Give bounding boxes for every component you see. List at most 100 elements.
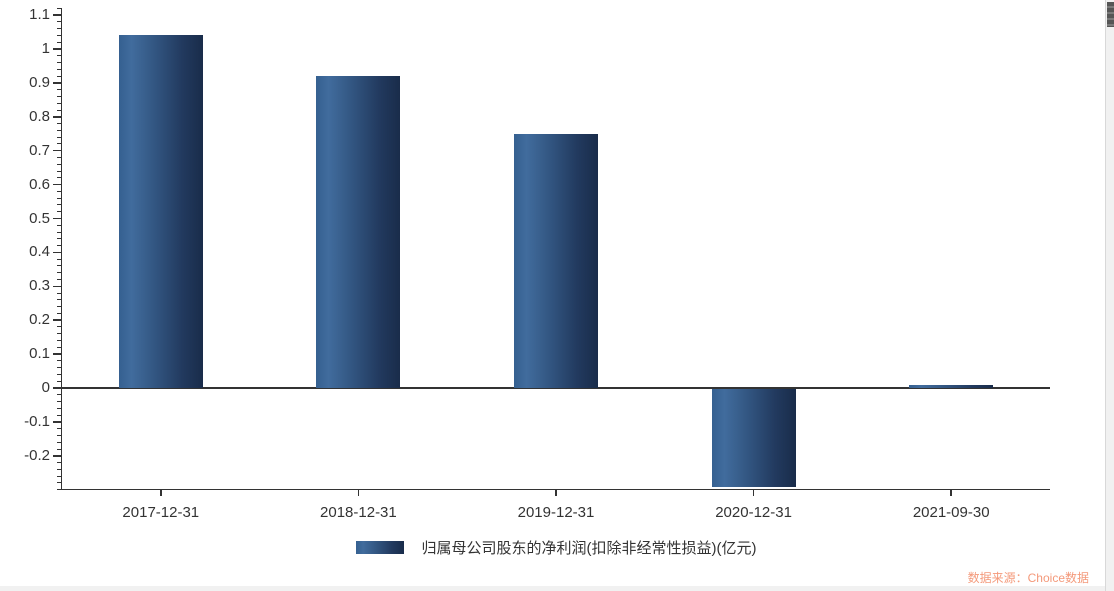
y-minor-tick bbox=[57, 299, 62, 301]
y-major-tick bbox=[53, 48, 62, 50]
y-minor-tick bbox=[57, 170, 62, 172]
y-major-tick bbox=[53, 217, 62, 220]
y-minor-tick bbox=[57, 279, 62, 281]
y-tick-label: 1.1 bbox=[29, 6, 50, 24]
x-axis-line bbox=[62, 488, 1050, 490]
y-minor-tick bbox=[57, 482, 62, 484]
y-minor-tick bbox=[57, 468, 62, 470]
y-minor-tick bbox=[57, 224, 62, 226]
bottom-edge-strip bbox=[0, 586, 1105, 591]
y-minor-tick bbox=[57, 89, 62, 91]
y-minor-tick bbox=[57, 123, 62, 125]
y-minor-tick bbox=[57, 75, 62, 77]
y-major-tick bbox=[53, 387, 62, 389]
x-tick-label: 2021-09-30 bbox=[912, 504, 990, 521]
bar-2019-12-31[interactable] bbox=[514, 133, 598, 388]
y-tick-label: -0.1 bbox=[24, 412, 50, 430]
bar-2020-12-31[interactable] bbox=[711, 388, 796, 488]
y-major-tick bbox=[53, 116, 62, 118]
y-minor-tick bbox=[57, 109, 62, 111]
y-minor-tick bbox=[57, 489, 62, 491]
legend[interactable]: 归属母公司股东的净利润(扣除非经常性损益)(亿元) bbox=[62, 537, 1050, 557]
y-minor-tick bbox=[57, 204, 62, 206]
y-minor-tick bbox=[57, 34, 62, 36]
y-minor-tick bbox=[57, 380, 62, 382]
y-minor-tick bbox=[57, 143, 62, 145]
y-tick-label: 0.2 bbox=[29, 311, 50, 329]
y-tick-label: 0.6 bbox=[29, 175, 50, 193]
bar-2018-12-31[interactable] bbox=[316, 76, 401, 388]
y-minor-tick bbox=[57, 367, 62, 369]
x-tick-label: 2018-12-31 bbox=[320, 504, 397, 521]
y-minor-tick bbox=[57, 163, 62, 165]
x-tick bbox=[752, 490, 755, 496]
x-tick bbox=[160, 490, 162, 496]
vertical-scrollbar[interactable] bbox=[1105, 0, 1114, 591]
y-major-tick bbox=[53, 251, 62, 254]
y-minor-tick bbox=[57, 258, 62, 260]
y-minor-tick bbox=[57, 306, 62, 308]
y-minor-tick bbox=[57, 265, 62, 267]
y-minor-tick bbox=[57, 462, 62, 464]
zero-baseline bbox=[62, 387, 1050, 389]
y-minor-tick bbox=[57, 360, 62, 362]
y-minor-tick bbox=[57, 394, 62, 396]
x-tick-label: 2020-12-31 bbox=[715, 504, 792, 521]
bar-2021-09-30[interactable] bbox=[909, 384, 994, 388]
y-minor-tick bbox=[57, 312, 62, 314]
y-minor-tick bbox=[57, 190, 62, 192]
y-minor-tick bbox=[57, 197, 62, 199]
y-minor-tick bbox=[57, 414, 62, 416]
x-tick-label: 2017-12-31 bbox=[122, 504, 200, 521]
y-minor-tick bbox=[57, 245, 62, 247]
y-minor-tick bbox=[57, 407, 62, 409]
y-tick-label: 0.9 bbox=[29, 73, 50, 91]
y-minor-tick bbox=[57, 95, 62, 97]
y-minor-tick bbox=[57, 231, 62, 233]
y-minor-tick bbox=[57, 102, 62, 104]
y-minor-tick bbox=[57, 401, 62, 403]
y-major-tick bbox=[53, 421, 62, 423]
y-major-tick bbox=[53, 455, 62, 457]
y-minor-tick bbox=[57, 272, 62, 274]
y-minor-tick bbox=[57, 333, 62, 335]
y-minor-tick bbox=[57, 136, 62, 138]
data-source-label: 数据来源：Choice数据 bbox=[967, 571, 1089, 585]
x-tick bbox=[357, 490, 360, 496]
y-minor-tick bbox=[57, 177, 62, 179]
y-tick-label: 0.3 bbox=[29, 277, 50, 295]
y-minor-tick bbox=[57, 211, 62, 213]
y-minor-tick bbox=[57, 346, 62, 348]
y-major-tick bbox=[53, 319, 62, 321]
y-minor-tick bbox=[57, 156, 62, 158]
y-axis-line bbox=[60, 8, 62, 490]
scrollbar-thumb[interactable] bbox=[1107, 2, 1114, 27]
legend-label: 归属母公司股东的净利润(扣除非经常性损益)(亿元) bbox=[421, 539, 757, 557]
y-minor-tick bbox=[57, 340, 62, 342]
y-minor-tick bbox=[57, 428, 62, 430]
y-major-tick bbox=[53, 285, 62, 288]
y-minor-tick bbox=[57, 41, 62, 43]
y-minor-tick bbox=[57, 448, 62, 450]
y-major-tick bbox=[53, 82, 62, 84]
y-major-tick bbox=[53, 149, 62, 152]
y-tick-label: 1 bbox=[41, 40, 50, 57]
y-minor-tick bbox=[57, 68, 62, 70]
y-minor-tick bbox=[57, 62, 62, 64]
y-tick-label: 0.5 bbox=[29, 209, 50, 227]
y-minor-tick bbox=[57, 441, 62, 443]
y-tick-label: 0.8 bbox=[29, 107, 50, 125]
y-major-tick bbox=[53, 14, 62, 16]
y-tick-label: 0 bbox=[41, 379, 50, 396]
y-major-tick bbox=[53, 183, 62, 186]
x-tick bbox=[555, 490, 557, 496]
y-major-tick bbox=[53, 353, 62, 355]
y-minor-tick bbox=[57, 238, 62, 240]
y-tick-label: 0.4 bbox=[29, 243, 50, 261]
y-minor-tick bbox=[57, 55, 62, 57]
bar-2017-12-31[interactable] bbox=[118, 35, 203, 388]
x-tick-label: 2019-12-31 bbox=[517, 504, 595, 521]
